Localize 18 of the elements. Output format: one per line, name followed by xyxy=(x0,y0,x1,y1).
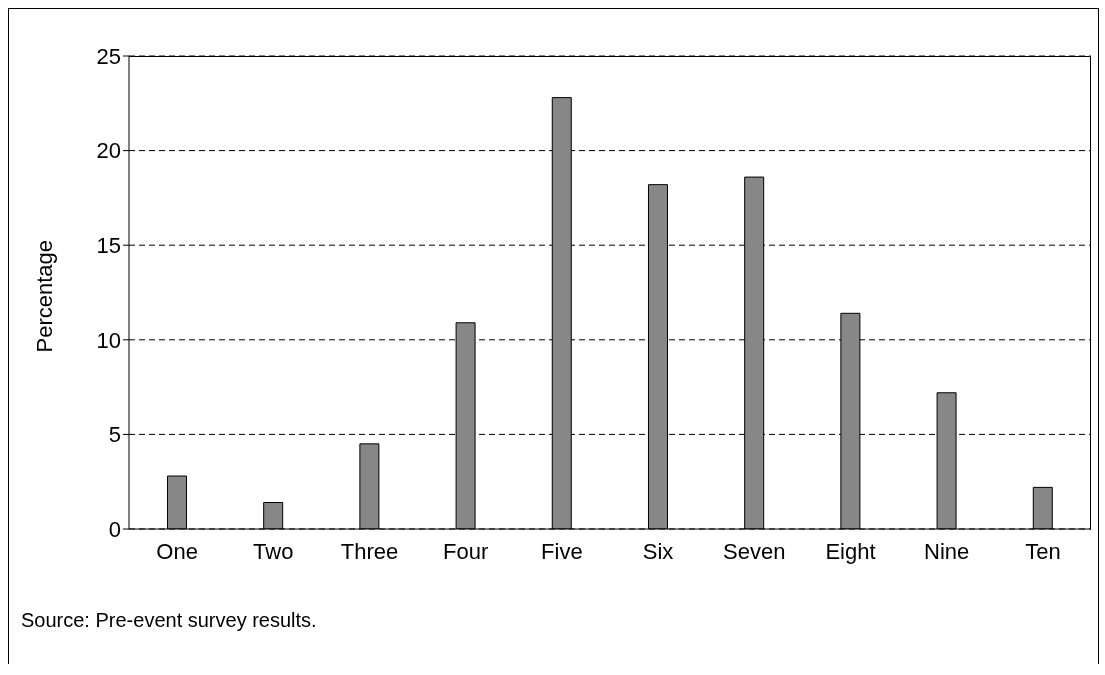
x-tick-label: Eight xyxy=(825,538,876,564)
y-tick-label: 25 xyxy=(96,43,121,69)
source-note: Source: Pre-event survey results. xyxy=(21,609,318,632)
x-tick-label: Five xyxy=(541,538,583,564)
y-tick-label: 20 xyxy=(96,138,121,164)
x-tick-label: Seven xyxy=(723,538,786,564)
x-tick-label: Three xyxy=(340,538,399,564)
x-tick-label: Six xyxy=(642,538,674,564)
y-tick-label: 10 xyxy=(96,327,121,353)
y-axis-title: Percentage xyxy=(31,239,57,353)
y-tick-label: 0 xyxy=(108,516,121,542)
y-tick-label: 15 xyxy=(96,233,121,259)
y-tick-label: 5 xyxy=(108,422,121,448)
x-tick-label: One xyxy=(156,538,198,564)
x-tick-label: Four xyxy=(443,538,489,564)
x-tick-label: Two xyxy=(253,538,294,564)
x-tick-label: Ten xyxy=(1025,538,1061,564)
x-tick-label: Nine xyxy=(924,538,970,564)
